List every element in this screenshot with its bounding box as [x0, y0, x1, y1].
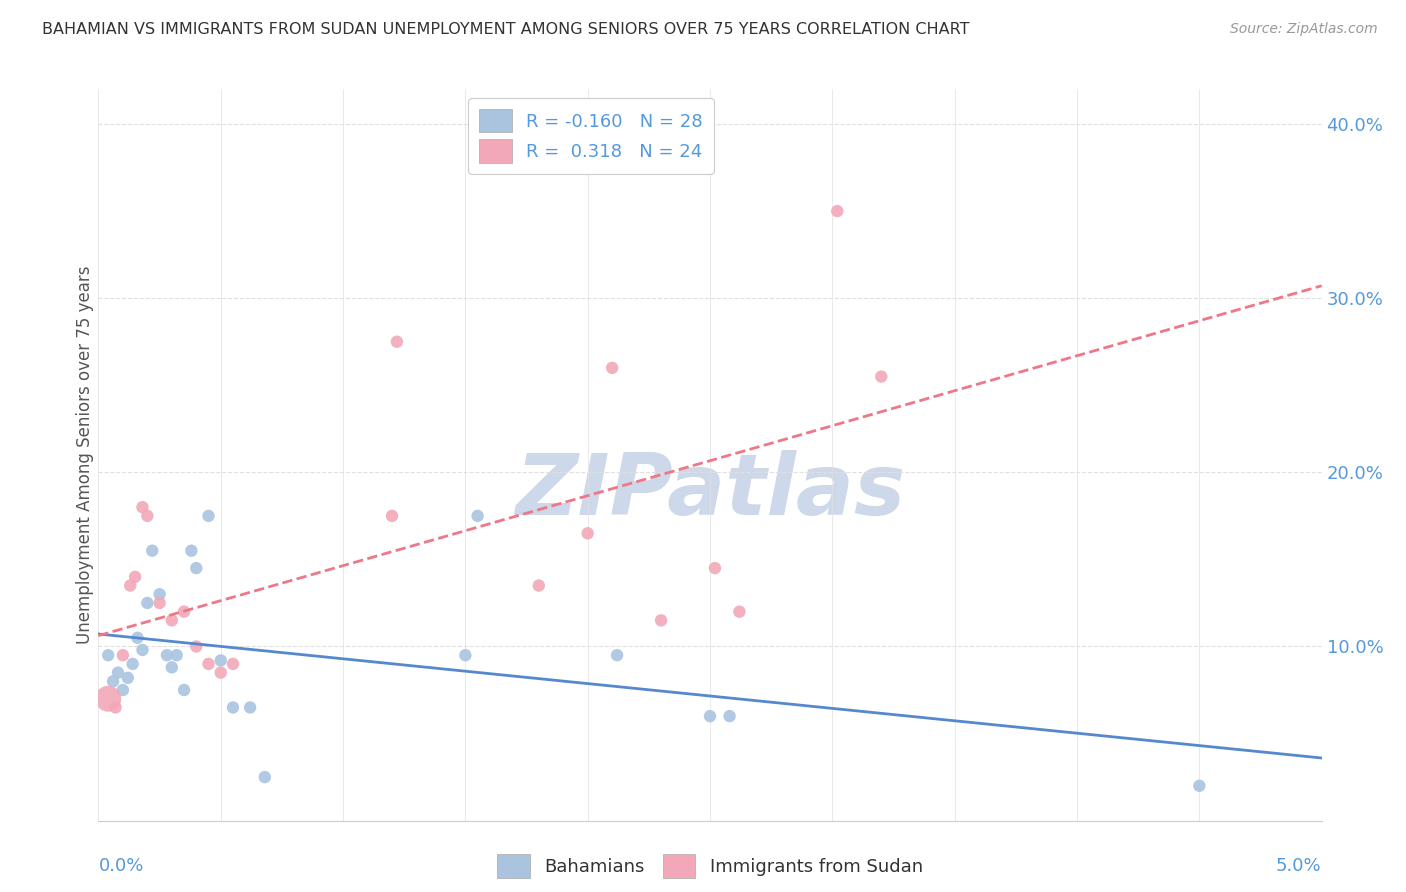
- Point: [870, 369, 893, 384]
- Point: [222, 657, 245, 671]
- Legend: Bahamians, Immigrants from Sudan: Bahamians, Immigrants from Sudan: [491, 847, 929, 885]
- Y-axis label: Unemployment Among Seniors over 75 years: Unemployment Among Seniors over 75 years: [76, 266, 94, 644]
- Point: [173, 683, 195, 698]
- Text: Source: ZipAtlas.com: Source: ZipAtlas.com: [1230, 22, 1378, 37]
- Point: [186, 640, 208, 654]
- Point: [156, 648, 179, 663]
- Point: [197, 508, 219, 523]
- Text: 0.0%: 0.0%: [98, 857, 143, 875]
- Text: 5.0%: 5.0%: [1277, 857, 1322, 875]
- Point: [107, 665, 129, 680]
- Point: [699, 709, 721, 723]
- Text: BAHAMIAN VS IMMIGRANTS FROM SUDAN UNEMPLOYMENT AMONG SENIORS OVER 75 YEARS CORRE: BAHAMIAN VS IMMIGRANTS FROM SUDAN UNEMPL…: [42, 22, 970, 37]
- Point: [97, 648, 120, 663]
- Point: [527, 578, 550, 592]
- Point: [173, 605, 195, 619]
- Point: [606, 648, 628, 663]
- Point: [111, 648, 134, 663]
- Text: ZIPatlas: ZIPatlas: [515, 450, 905, 533]
- Point: [180, 543, 202, 558]
- Point: [467, 508, 489, 523]
- Point: [209, 653, 232, 667]
- Point: [825, 204, 848, 219]
- Point: [718, 709, 741, 723]
- Point: [160, 660, 183, 674]
- Point: [239, 700, 262, 714]
- Point: [141, 543, 163, 558]
- Point: [222, 700, 245, 714]
- Point: [1188, 779, 1211, 793]
- Point: [576, 526, 599, 541]
- Point: [600, 360, 623, 375]
- Point: [121, 657, 143, 671]
- Point: [703, 561, 725, 575]
- Point: [117, 671, 139, 685]
- Point: [127, 631, 149, 645]
- Point: [149, 587, 172, 601]
- Point: [97, 691, 120, 706]
- Point: [149, 596, 172, 610]
- Point: [209, 665, 232, 680]
- Point: [136, 596, 159, 610]
- Point: [728, 605, 751, 619]
- Point: [166, 648, 188, 663]
- Point: [197, 657, 219, 671]
- Point: [120, 578, 142, 592]
- Point: [381, 508, 404, 523]
- Point: [650, 613, 672, 627]
- Point: [454, 648, 477, 663]
- Point: [253, 770, 276, 784]
- Point: [104, 700, 127, 714]
- Point: [101, 674, 124, 689]
- Point: [124, 570, 146, 584]
- Point: [160, 613, 183, 627]
- Point: [136, 508, 159, 523]
- Point: [385, 334, 408, 349]
- Point: [131, 500, 153, 515]
- Point: [131, 643, 153, 657]
- Point: [186, 561, 208, 575]
- Point: [111, 683, 134, 698]
